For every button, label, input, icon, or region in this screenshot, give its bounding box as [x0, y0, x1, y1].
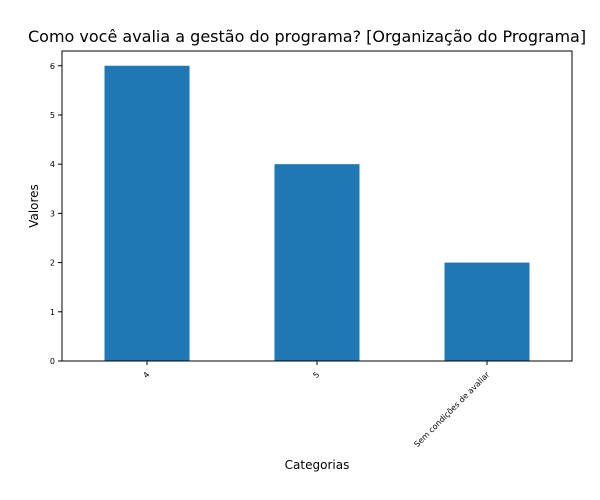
y-tick-label: 2 [50, 259, 55, 268]
x-axis-ticks: 4 5 Sem condições de avaliar [141, 361, 492, 449]
x-tick-label: Sem condições de avaliar [412, 370, 491, 449]
x-axis-label: Categorias [285, 458, 350, 472]
y-axis-ticks: 0 1 2 3 4 5 6 [50, 62, 62, 366]
bar-4 [104, 65, 190, 361]
bar-5 [274, 164, 360, 361]
plot-frame [61, 50, 573, 362]
y-tick-label: 4 [50, 160, 55, 169]
bar-sem-condições-de-avaliar [444, 262, 530, 361]
chart-title: Como você avalia a gestão do programa? [… [28, 27, 586, 46]
y-axis-label: Valores [27, 184, 41, 228]
y-tick-label: 5 [50, 111, 55, 120]
x-tick-label: 5 [311, 370, 321, 380]
bars-group [104, 65, 530, 361]
y-tick-label: 6 [50, 62, 55, 71]
y-tick-label: 0 [50, 357, 55, 366]
x-tick-label: 4 [141, 370, 151, 380]
y-tick-label: 1 [50, 308, 55, 317]
y-tick-label: 3 [50, 209, 55, 218]
